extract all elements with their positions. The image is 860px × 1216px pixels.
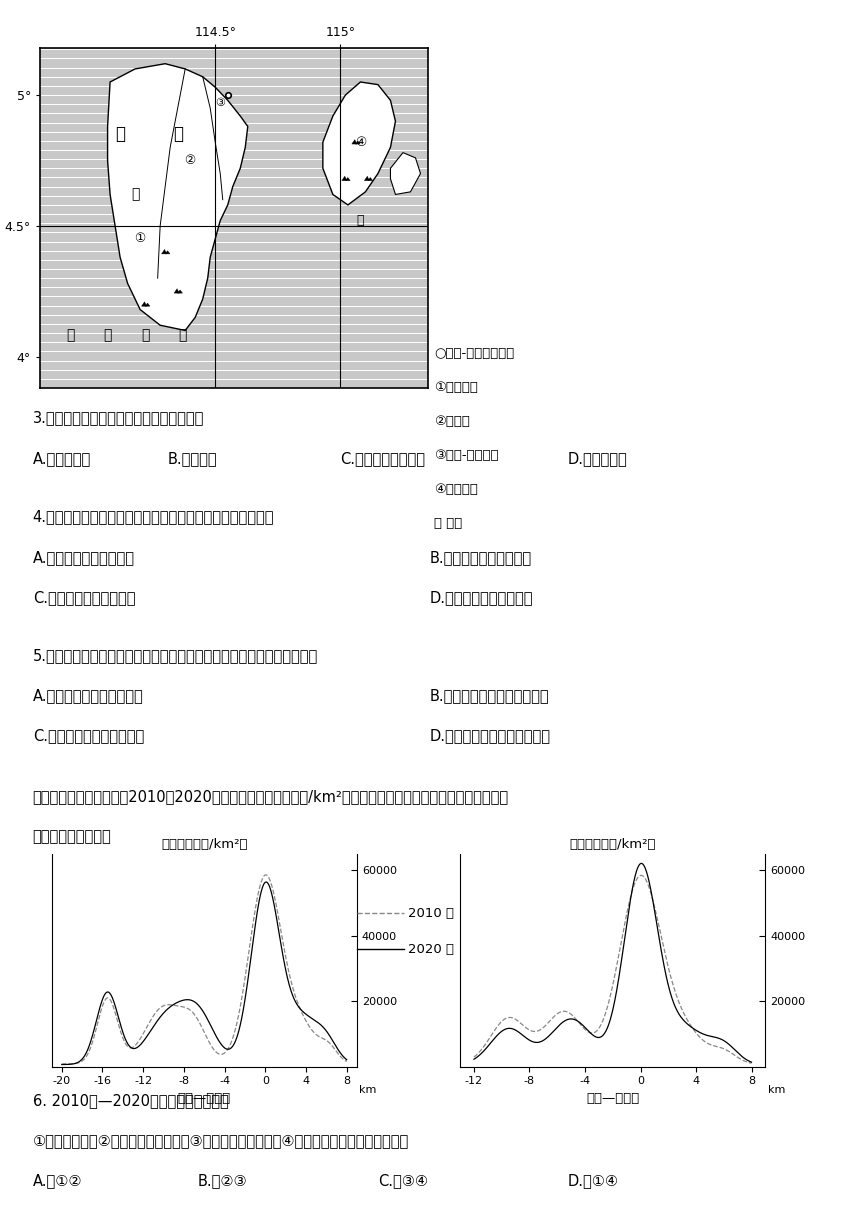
Text: A.　丛林茂密，沼泽遍布: A. 丛林茂密，沼泽遍布 xyxy=(33,550,135,564)
Text: C.　③④: C. ③④ xyxy=(378,1173,428,1188)
Polygon shape xyxy=(162,249,167,254)
Title: 人口密度（人/km²）: 人口密度（人/km²） xyxy=(569,838,656,851)
Text: D.　马来奖区: D. 马来奖区 xyxy=(568,451,627,466)
Text: ③: ③ xyxy=(215,98,225,108)
Polygon shape xyxy=(178,289,182,293)
Text: ④: ④ xyxy=(355,136,366,148)
Text: B.　远离海洋，气候干燥: B. 远离海洋，气候干燥 xyxy=(430,550,532,564)
Text: B.　②③: B. ②③ xyxy=(198,1173,248,1188)
Text: C.　文莱一穆阿拉区: C. 文莱一穆阿拉区 xyxy=(340,451,425,466)
Text: km: km xyxy=(768,1085,785,1094)
Text: km: km xyxy=(359,1085,377,1094)
Polygon shape xyxy=(145,303,150,306)
Text: A.　①②: A. ①② xyxy=(33,1173,83,1188)
Text: 文: 文 xyxy=(131,187,139,202)
Title: 人口密度（人/km²）: 人口密度（人/km²） xyxy=(161,838,248,851)
Text: 3.　文莱人口密度最大的行政区是（　　）: 3. 文莱人口密度最大的行政区是（ ） xyxy=(33,410,204,424)
Polygon shape xyxy=(322,81,396,206)
X-axis label: 西南—东北向: 西南—东北向 xyxy=(587,1092,639,1105)
Text: D.　①④: D. ①④ xyxy=(568,1173,618,1188)
Text: 莱: 莱 xyxy=(357,214,364,227)
Text: ①马来奖区: ①马来奖区 xyxy=(434,381,478,394)
Polygon shape xyxy=(390,153,421,195)
Text: D.　土壤贪瘠，难以耕种: D. 土壤贪瘠，难以耕种 xyxy=(430,590,533,604)
Text: C.　雨季过长，洪涝频发: C. 雨季过长，洪涝频发 xyxy=(33,590,135,604)
Text: 2010 年: 2010 年 xyxy=(408,907,454,919)
Text: B.　都东区: B. 都东区 xyxy=(168,451,218,466)
Polygon shape xyxy=(341,176,347,181)
Polygon shape xyxy=(365,176,370,181)
Polygon shape xyxy=(142,302,147,306)
Polygon shape xyxy=(346,178,350,181)
Text: B.　位置孤立，跨区联系不便: B. 位置孤立，跨区联系不便 xyxy=(430,688,550,703)
Polygon shape xyxy=(368,178,372,181)
Polygon shape xyxy=(355,141,360,143)
Polygon shape xyxy=(352,140,357,143)
Text: 马: 马 xyxy=(66,328,74,343)
Text: 4.　马来奖区人口分布受到一定限制，其因素主要是（　　）: 4. 马来奖区人口分布受到一定限制，其因素主要是（ ） xyxy=(33,510,274,524)
Text: 来: 来 xyxy=(103,328,112,343)
Text: 亚: 亚 xyxy=(179,328,187,343)
Text: 下图示意我国某城市2010和2020年不同方向人口密度（人/km²）分布情况（坐标原点为该城市市中心）。: 下图示意我国某城市2010和2020年不同方向人口密度（人/km²）分布情况（坐… xyxy=(33,789,509,804)
Text: A.　山峦起伏，开发难度大: A. 山峦起伏，开发难度大 xyxy=(33,688,144,703)
Text: ②: ② xyxy=(185,154,196,167)
Polygon shape xyxy=(174,288,179,293)
Text: 据此完成下面小题。: 据此完成下面小题。 xyxy=(33,829,112,844)
Text: C.　河流众多，航运价値低: C. 河流众多，航运价値低 xyxy=(33,728,144,743)
Text: ○首都-斯里巴加湾市: ○首都-斯里巴加湾市 xyxy=(434,347,514,360)
Text: ①: ① xyxy=(134,232,145,246)
Text: ①人口总量下降②市中心人口密度最大③市中心人口密度下降④人口密度峰値向外围显著推移: ①人口总量下降②市中心人口密度最大③市中心人口密度下降④人口密度峰値向外围显著推… xyxy=(33,1133,409,1148)
Text: 西: 西 xyxy=(141,328,150,343)
Polygon shape xyxy=(165,250,170,254)
X-axis label: 西北—东南向: 西北—东南向 xyxy=(178,1092,230,1105)
Text: 2020 年: 2020 年 xyxy=(408,942,454,956)
Text: A.　淡布隆区: A. 淡布隆区 xyxy=(33,451,91,466)
Text: ②都东区: ②都东区 xyxy=(434,415,470,428)
Text: ⛰ 山脉: ⛰ 山脉 xyxy=(434,517,463,530)
Text: 6. 2010年—2020年，该城市（　　）: 6. 2010年—2020年，该城市（ ） xyxy=(33,1093,229,1108)
Polygon shape xyxy=(108,63,248,331)
Text: 南: 南 xyxy=(115,125,125,143)
Text: 5.　淡布隆区是生态环境保持良好的地区，主要是因为该行政区（　　）: 5. 淡布隆区是生态环境保持良好的地区，主要是因为该行政区（ ） xyxy=(33,648,318,663)
Text: D.　地壳活跃，地质灾害频发: D. 地壳活跃，地质灾害频发 xyxy=(430,728,551,743)
Text: ④淡布隆区: ④淡布隆区 xyxy=(434,483,478,496)
Text: ③文莱-穆阿拉区: ③文莱-穆阿拉区 xyxy=(434,449,499,462)
Text: 海: 海 xyxy=(173,125,182,143)
